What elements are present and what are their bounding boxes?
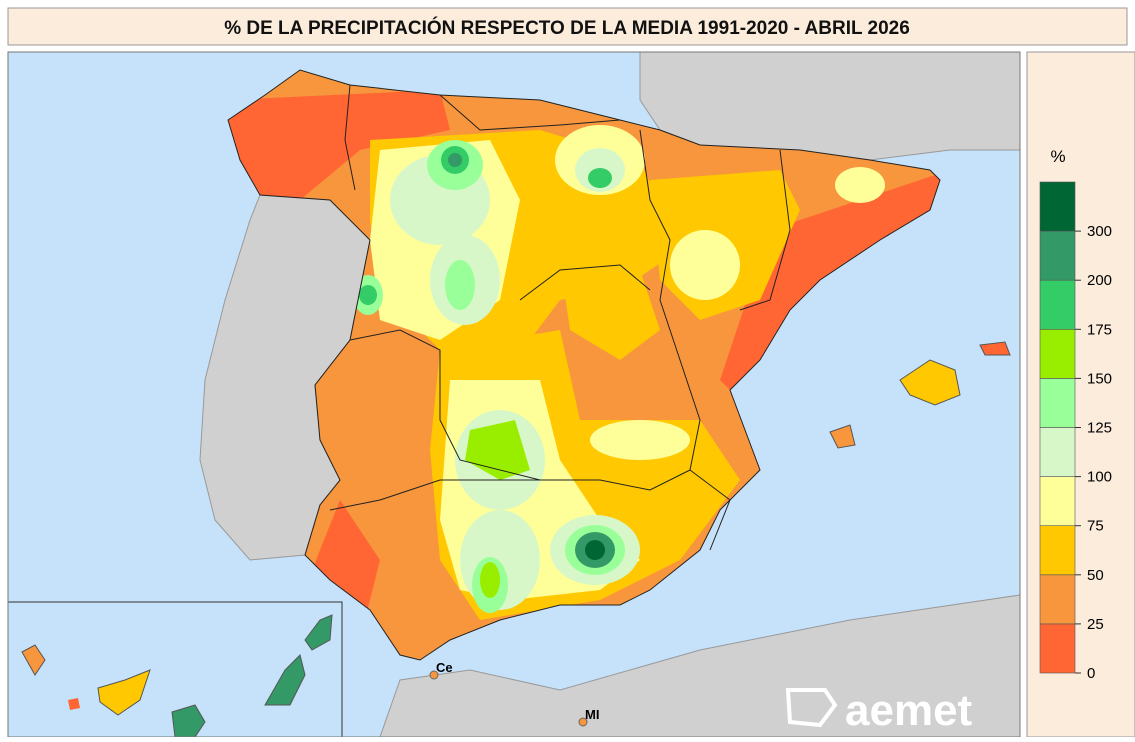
title: % DE LA PRECIPITACIÓN RESPECTO DE LA MED…	[224, 17, 910, 39]
legend-swatch	[1039, 525, 1076, 576]
place-label: MI	[585, 707, 599, 722]
legend-swatch	[1039, 574, 1076, 625]
place-marker	[578, 717, 588, 727]
legend-swatch	[1039, 427, 1076, 477]
legend-tick-label: 0	[1087, 665, 1095, 682]
legend-swatch	[1039, 181, 1076, 232]
legend-tick-label: 75	[1087, 518, 1104, 535]
canary-inset	[8, 601, 343, 737]
logo: aemet	[785, 686, 973, 735]
legend-tick-label: 25	[1087, 616, 1104, 633]
legend-swatch	[1039, 476, 1076, 527]
legend-tick-label: 150	[1087, 370, 1112, 387]
legend-swatch	[1039, 378, 1076, 428]
legend-swatch	[1039, 279, 1076, 330]
legend: 0 25 50 75 100 125 150 175 200 300	[1039, 181, 1112, 682]
title-bar	[7, 7, 1128, 46]
balearic-islands	[829, 341, 1011, 449]
legend-tick-label: 100	[1087, 469, 1112, 486]
spain	[227, 69, 941, 661]
legend-tick-label: 200	[1087, 272, 1112, 289]
legend-tick-label: 50	[1087, 567, 1104, 584]
legend-swatch	[1039, 623, 1076, 674]
logo-text: aemet	[845, 686, 973, 735]
legend-tick-label: 175	[1087, 321, 1112, 338]
place-label: Ce	[436, 660, 453, 675]
legend-unit: %	[1050, 147, 1065, 166]
legend-tick-label: 300	[1087, 223, 1112, 240]
map: Ce MI aemet	[8, 52, 1020, 737]
place-marker	[429, 670, 439, 680]
africa	[379, 594, 1020, 737]
legend-swatch	[1039, 328, 1076, 379]
legend-swatch	[1039, 230, 1076, 281]
legend-tick-label: 125	[1087, 420, 1112, 437]
